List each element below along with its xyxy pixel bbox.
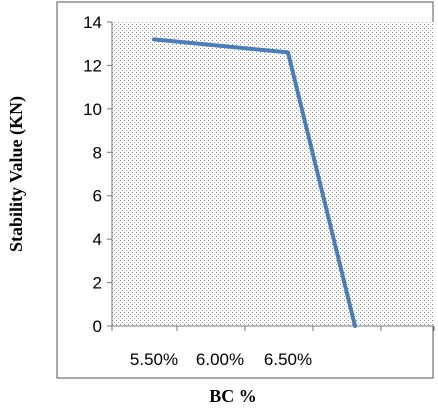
y-axis-title: Stability Value (KN) [6,96,27,252]
y-tick-label: 6 [93,187,102,206]
y-tick-label: 2 [93,274,102,293]
x-axis-title: BC % [209,386,257,406]
y-tick-label: 0 [93,317,102,336]
series-group [152,37,357,328]
y-tick-label: 12 [83,56,102,75]
x-tick-label: 6.50% [264,350,312,369]
plot-area [112,22,434,326]
y-tick-label: 8 [93,143,102,162]
series-line [152,37,357,328]
x-tick-label: 5.50% [130,350,178,369]
y-tick-label: 14 [83,13,102,32]
y-axis-ticks: 0 2 4 6 8 10 12 14 [83,13,112,336]
x-axis-ticks: 5.50% 6.00% 6.50% [111,326,435,369]
x-tick-label: 6.00% [196,350,244,369]
y-tick-label: 10 [83,100,102,119]
y-tick-label: 4 [93,230,102,249]
axes [111,22,434,327]
